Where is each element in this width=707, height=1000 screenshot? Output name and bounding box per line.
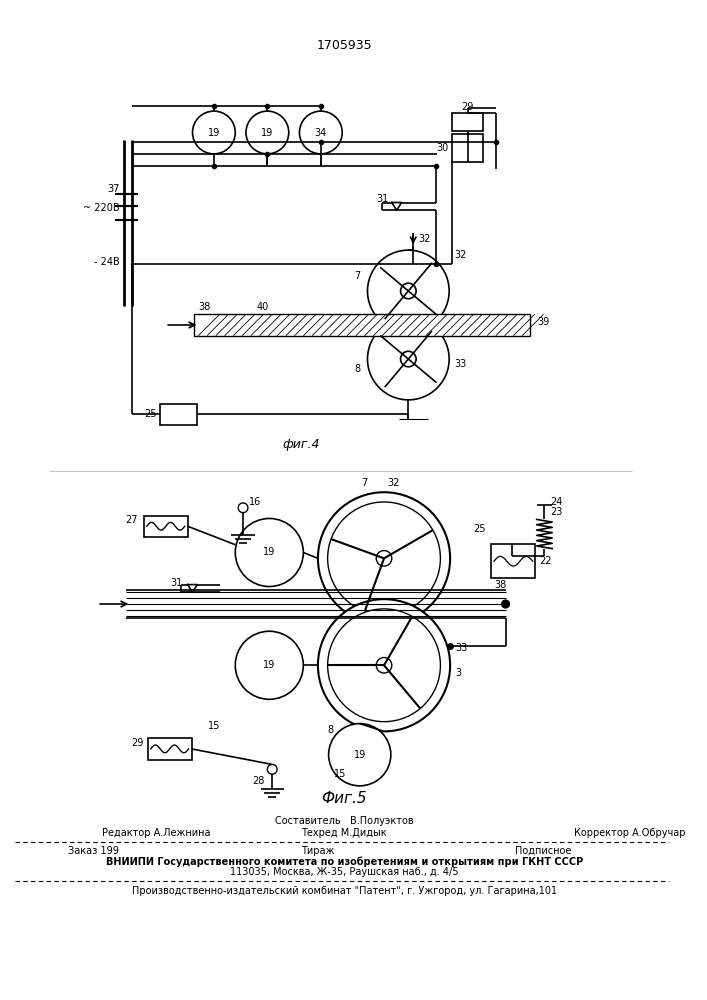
Circle shape <box>401 351 416 367</box>
Circle shape <box>235 631 303 699</box>
Circle shape <box>235 518 303 587</box>
Bar <box>148 738 192 760</box>
Text: 28: 28 <box>252 776 264 786</box>
Text: 38: 38 <box>495 580 507 590</box>
Text: 113035, Москва, Ж-35, Раушская наб., д. 4/5: 113035, Москва, Ж-35, Раушская наб., д. … <box>230 867 458 877</box>
Text: ~ 220В: ~ 220В <box>83 203 119 213</box>
Text: 19: 19 <box>208 128 220 138</box>
Text: 19: 19 <box>263 660 276 670</box>
Text: 23: 23 <box>550 507 562 517</box>
Text: 31: 31 <box>170 578 183 588</box>
Circle shape <box>300 111 342 154</box>
Text: 25: 25 <box>144 409 156 419</box>
Text: 34: 34 <box>315 128 327 138</box>
Text: 30: 30 <box>436 143 448 153</box>
Text: 25: 25 <box>474 524 486 534</box>
Text: 29: 29 <box>132 738 144 748</box>
Circle shape <box>327 502 440 615</box>
Text: Фиг.5: Фиг.5 <box>322 791 367 806</box>
Text: Редактор А.Лежнина: Редактор А.Лежнина <box>102 828 211 838</box>
Circle shape <box>368 250 449 332</box>
Circle shape <box>329 724 391 786</box>
Bar <box>452 113 483 131</box>
Text: 27: 27 <box>126 515 138 525</box>
Circle shape <box>318 492 450 624</box>
Text: 8: 8 <box>355 364 361 374</box>
Circle shape <box>376 657 392 673</box>
Text: 24: 24 <box>550 497 562 507</box>
Text: 7: 7 <box>361 478 368 488</box>
Text: 33: 33 <box>455 643 467 653</box>
Text: 39: 39 <box>537 317 550 327</box>
Circle shape <box>318 599 450 731</box>
Bar <box>491 544 534 578</box>
Text: Заказ 199: Заказ 199 <box>68 846 119 856</box>
Text: 29: 29 <box>462 102 474 112</box>
Text: 19: 19 <box>354 750 366 760</box>
Circle shape <box>267 764 277 774</box>
Text: Подписное: Подписное <box>515 846 572 856</box>
Text: 37: 37 <box>107 184 119 194</box>
Text: Корректор А.Обручар: Корректор А.Обручар <box>573 828 685 838</box>
Text: 31: 31 <box>377 194 389 204</box>
Text: 15: 15 <box>208 721 220 731</box>
Circle shape <box>327 609 440 722</box>
Text: 7: 7 <box>355 271 361 281</box>
Text: 19: 19 <box>261 128 274 138</box>
Text: ВНИИПИ Государственного комитета по изобретениям и открытиям при ГКНТ СССР: ВНИИПИ Государственного комитета по изоб… <box>105 856 583 867</box>
Text: Техред М.Дидык: Техред М.Дидык <box>301 828 387 838</box>
Text: 16: 16 <box>249 497 261 507</box>
Text: 22: 22 <box>539 556 552 566</box>
Text: 19: 19 <box>263 547 276 557</box>
Bar <box>144 516 187 537</box>
Text: 8: 8 <box>327 725 334 735</box>
Text: Производственно-издательский комбинат "Патент", г. Ужгород, ул. Гагарина,101: Производственно-издательский комбинат "П… <box>132 886 556 896</box>
Circle shape <box>368 318 449 400</box>
Text: 32: 32 <box>387 478 400 488</box>
Text: 3: 3 <box>455 668 461 678</box>
Text: - 24В: - 24В <box>94 257 119 267</box>
Circle shape <box>246 111 288 154</box>
Bar <box>160 404 197 425</box>
Circle shape <box>192 111 235 154</box>
Circle shape <box>502 600 510 608</box>
Text: 1705935: 1705935 <box>316 39 372 52</box>
Bar <box>452 134 483 162</box>
Text: Тираж: Тираж <box>301 846 334 856</box>
Text: Составитель   В.Полуэктов: Составитель В.Полуэктов <box>275 816 414 826</box>
Circle shape <box>376 551 392 566</box>
Text: фиг.4: фиг.4 <box>283 438 320 451</box>
Text: 38: 38 <box>198 302 210 312</box>
Circle shape <box>238 503 248 513</box>
Bar <box>194 314 530 336</box>
Text: 40: 40 <box>257 302 269 312</box>
Circle shape <box>401 283 416 299</box>
Text: 32: 32 <box>454 250 467 260</box>
Text: 32: 32 <box>418 234 431 244</box>
Text: 15: 15 <box>334 769 346 779</box>
Text: 33: 33 <box>454 359 467 369</box>
